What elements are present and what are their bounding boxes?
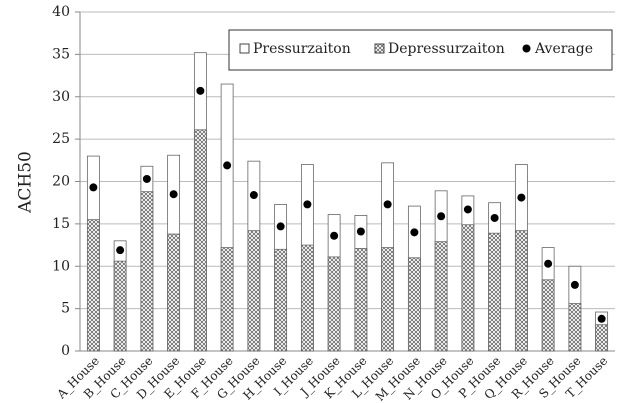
bar — [434, 241, 448, 352]
legend-swatch — [522, 44, 531, 53]
average-dot — [249, 191, 258, 200]
average-dot — [223, 161, 232, 170]
average-dot — [597, 314, 606, 323]
average-dot — [383, 200, 392, 209]
bar — [220, 247, 234, 352]
y-tick-label: 10 — [52, 258, 70, 274]
bar — [167, 233, 181, 352]
average-dot — [544, 259, 553, 268]
y-tick-label: 15 — [52, 216, 70, 232]
legend-label: Depressurzaiton — [388, 41, 505, 57]
bar — [300, 244, 314, 352]
bar — [381, 247, 395, 352]
average-dot — [276, 222, 285, 231]
average-dot — [116, 246, 125, 255]
legend-label: Average — [534, 41, 593, 57]
average-dot — [89, 183, 98, 192]
y-tick-label: 40 — [52, 4, 70, 20]
y-tick-label: 20 — [52, 174, 70, 190]
bar — [113, 260, 127, 352]
bar — [568, 303, 582, 352]
bar — [193, 129, 207, 352]
average-dot — [490, 213, 499, 222]
average-dot — [196, 86, 205, 95]
legend-swatch — [239, 43, 250, 54]
legend-swatch — [374, 43, 385, 54]
y-tick-label: 25 — [52, 131, 70, 147]
bar — [514, 230, 528, 352]
average-dot — [437, 212, 446, 221]
average-dot — [303, 200, 312, 209]
y-tick-label: 0 — [61, 343, 70, 359]
average-dot — [142, 174, 151, 183]
bar — [274, 248, 288, 352]
average-dot — [356, 227, 365, 236]
average-dot — [410, 228, 419, 237]
y-tick-label: 30 — [52, 89, 70, 105]
bar — [354, 248, 368, 352]
bar — [488, 232, 502, 352]
average-dot — [517, 193, 526, 202]
legend-box — [228, 29, 613, 71]
bar — [140, 191, 154, 352]
y-tick-label: 35 — [52, 46, 70, 62]
legend-label: Pressurzaiton — [253, 41, 351, 57]
y-tick-label: 5 — [61, 301, 70, 317]
y-axis-label: ACH50 — [16, 151, 36, 214]
average-dot — [570, 280, 579, 289]
bar — [327, 256, 341, 352]
bar — [86, 219, 100, 352]
bar — [461, 224, 475, 352]
average-dot — [169, 190, 178, 199]
average-dot — [330, 231, 339, 240]
bar — [247, 230, 261, 352]
bar — [595, 324, 609, 352]
bar — [541, 279, 555, 352]
average-dot — [463, 205, 472, 214]
bar — [407, 257, 421, 352]
